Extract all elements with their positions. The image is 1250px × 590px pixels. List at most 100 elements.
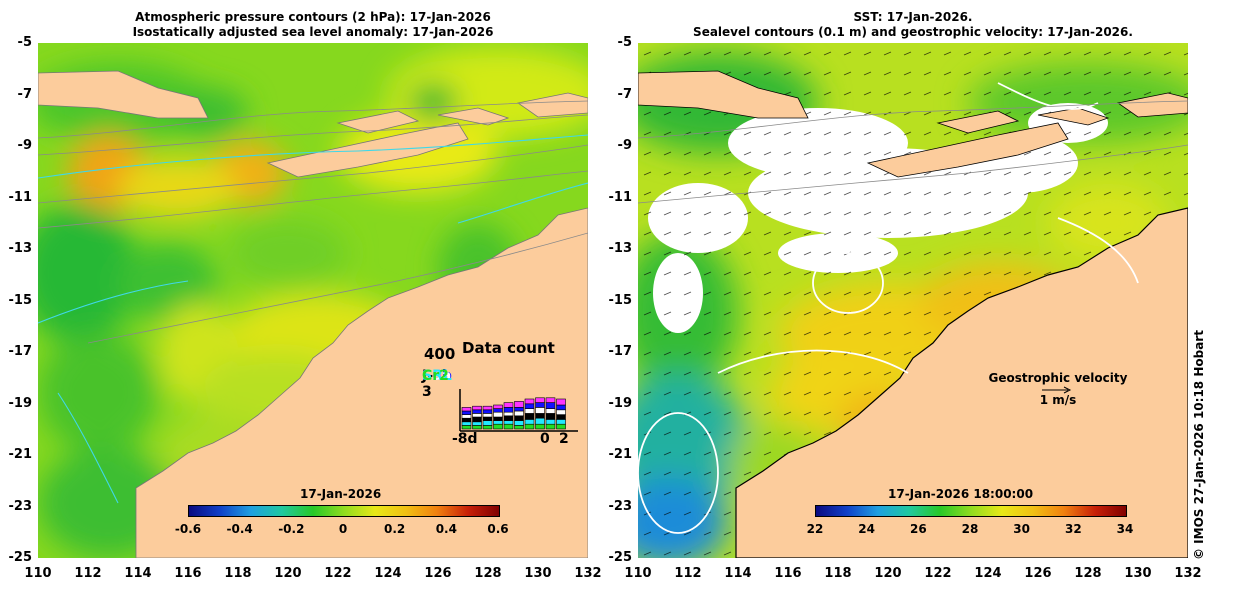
data-count-bar-segment bbox=[524, 403, 535, 409]
data-count-bar-segment bbox=[503, 407, 514, 413]
data-count-bar-segment bbox=[493, 404, 503, 409]
longitude-tick: 124 bbox=[374, 566, 402, 581]
left-title-line1: Atmospheric pressure contours (2 hPa): 1… bbox=[135, 10, 491, 24]
data-count-bar-segment bbox=[472, 405, 482, 411]
data-count-bar-segment bbox=[493, 411, 503, 418]
latitude-tick: -11 bbox=[8, 189, 33, 205]
colorbar-tick-label: 24 bbox=[858, 522, 875, 536]
colorbar-tick-label: 34 bbox=[1116, 522, 1134, 536]
longitude-tick: 112 bbox=[74, 566, 102, 581]
left-colorbar bbox=[188, 505, 500, 517]
velocity-legend-scale: 1 m/s bbox=[1039, 393, 1077, 407]
satellite-label-j-3: J-3 bbox=[422, 368, 434, 400]
data-count-x-end: 2 bbox=[559, 431, 569, 447]
data-count-bar-segment bbox=[535, 407, 545, 414]
latitude-tick: -13 bbox=[8, 241, 33, 256]
right-title: SST: 17-Jan-2026. Sealevel contours (0.1… bbox=[638, 10, 1188, 40]
data-count-bar-segment bbox=[535, 413, 545, 419]
data-count-bar-segment bbox=[493, 416, 503, 421]
colorbar-tick-label: 26 bbox=[909, 522, 927, 536]
colorbar-tick-label: 0 bbox=[338, 522, 348, 536]
data-count-bar-segment bbox=[482, 409, 493, 414]
data-count-title: Data count bbox=[462, 339, 555, 357]
data-count-bar-segment bbox=[472, 425, 482, 430]
latitude-tick: -5 bbox=[17, 35, 32, 50]
latitude-tick: -21 bbox=[8, 447, 33, 462]
longitude-tick: 130 bbox=[524, 566, 552, 581]
data-count-bar-segment bbox=[545, 397, 556, 403]
latitude-tick: -9 bbox=[617, 138, 632, 153]
data-count-bar-segment bbox=[503, 420, 514, 425]
data-count-bar-segment bbox=[461, 421, 472, 426]
data-count-bar-segment bbox=[503, 415, 514, 421]
latitude-tick: -7 bbox=[17, 86, 32, 102]
latitude-tick: -9 bbox=[17, 138, 32, 153]
data-count-max-label: 400 bbox=[424, 345, 456, 363]
longitude-tick: 126 bbox=[1024, 566, 1052, 581]
data-count-bar-segment bbox=[556, 414, 566, 420]
data-count-bar-segment bbox=[535, 423, 545, 430]
data-count-bar-segment bbox=[545, 402, 556, 409]
data-count-bar-segment bbox=[472, 409, 482, 414]
sst-map: Geostrophic velocity 1 m/s bbox=[638, 43, 1188, 558]
latitude-tick: -11 bbox=[608, 189, 633, 205]
latitude-tick: -17 bbox=[8, 344, 33, 359]
longitude-tick: 120 bbox=[874, 566, 902, 581]
imos-credit: © IMOS 27-Jan-2026 10:18 Hobart bbox=[1192, 330, 1206, 560]
latitude-tick: -13 bbox=[608, 241, 633, 256]
data-count-chart bbox=[459, 389, 578, 432]
data-count-bar-segment bbox=[524, 398, 535, 405]
data-count-bar-segment bbox=[461, 410, 472, 415]
data-count-bar-segment bbox=[514, 410, 524, 417]
data-count-bar-segment bbox=[482, 420, 493, 426]
colorbar-tick-label: 32 bbox=[1064, 522, 1082, 536]
data-count-bar-segment bbox=[514, 420, 524, 426]
data-count-bar-segment bbox=[535, 402, 545, 408]
sea-level-anomaly-field bbox=[38, 43, 588, 558]
longitude-tick: 114 bbox=[724, 566, 752, 581]
data-count-bar-segment bbox=[535, 397, 545, 403]
data-count-bar-segment bbox=[556, 419, 566, 425]
data-count-bar-segment bbox=[472, 416, 482, 423]
colorbar-tick-label: 0.6 bbox=[487, 522, 509, 536]
colorbar-tick-label: -0.4 bbox=[226, 522, 253, 536]
data-count-x-start: -8d bbox=[452, 431, 478, 447]
longitude-tick: 114 bbox=[124, 566, 152, 581]
data-count-bar-segment bbox=[493, 420, 503, 425]
data-count-bar-segment bbox=[514, 401, 524, 408]
latitude-tick: -7 bbox=[617, 86, 632, 102]
velocity-legend-label: Geostrophic velocity bbox=[988, 371, 1128, 385]
data-count-bar-segment bbox=[461, 425, 472, 430]
data-count-bar-segment bbox=[524, 423, 535, 430]
data-count-bar-segment bbox=[524, 419, 535, 425]
data-count-bar-segment bbox=[524, 413, 535, 420]
data-count-bar-segment bbox=[514, 415, 524, 421]
left-title-line2: Isostatically adjusted sea level anomaly… bbox=[132, 25, 494, 39]
satellite-label-s3a: S3a bbox=[422, 368, 452, 384]
longitude-tick: 122 bbox=[924, 566, 952, 581]
colorbar-tick-label: 28 bbox=[961, 522, 979, 536]
longitude-tick: 110 bbox=[24, 566, 52, 581]
left-colorbar-date: 17-Jan-2026 bbox=[300, 487, 382, 501]
data-count-bar-segment bbox=[482, 425, 493, 430]
longitude-tick: 112 bbox=[674, 566, 702, 581]
sea-level-anomaly-map: 400 Data count S6a S3b S3a J-3 SRL Cr2 -8d 0 … bbox=[38, 43, 588, 558]
data-count-bar-segment bbox=[482, 405, 493, 411]
longitude-tick: 110 bbox=[624, 566, 652, 581]
right-title-line1: SST: 17-Jan-2026. bbox=[853, 10, 973, 24]
latitude-tick: -23 bbox=[8, 498, 33, 514]
data-count-bar-segment bbox=[503, 411, 514, 417]
longitude-tick: 126 bbox=[424, 566, 452, 581]
data-count-bar-segment bbox=[472, 421, 482, 426]
colorbar-tick-label: 22 bbox=[806, 522, 824, 536]
longitude-tick: 130 bbox=[1124, 566, 1152, 581]
latitude-tick: -15 bbox=[8, 292, 33, 308]
longitude-tick: 118 bbox=[824, 566, 852, 581]
data-count-bar-segment bbox=[461, 407, 472, 412]
satellite-label-cr2: Cr2 bbox=[422, 368, 449, 384]
longitude-tick: 132 bbox=[1174, 566, 1202, 581]
data-count-bar-segment bbox=[545, 419, 556, 425]
latitude-tick: -19 bbox=[608, 395, 633, 411]
sst-field bbox=[638, 43, 1188, 558]
data-count-bar-segment bbox=[545, 413, 556, 420]
